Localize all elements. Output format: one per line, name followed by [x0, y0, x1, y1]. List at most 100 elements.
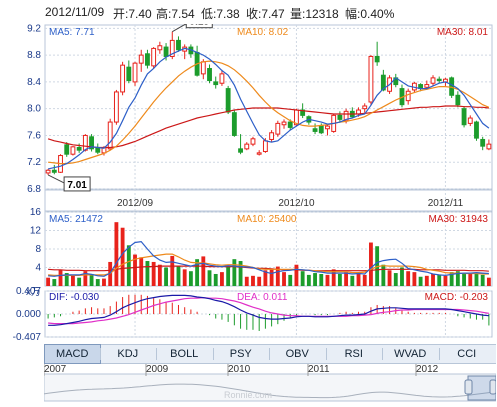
volume-bar [201, 256, 206, 286]
volume-bar [102, 278, 106, 286]
tab-cci[interactable]: CCI [457, 348, 477, 360]
volume-bar [282, 272, 286, 286]
volume-bar [480, 274, 485, 286]
candle [145, 53, 150, 66]
tab-rsi[interactable]: RSI [344, 348, 363, 360]
volume-bar [164, 267, 168, 286]
candle [89, 136, 94, 150]
panel-frame [44, 24, 493, 190]
candle [82, 134, 88, 151]
volume-bar [356, 273, 361, 286]
low-pointer [47, 174, 65, 184]
legend-price-ma10: MA10: 8.02 [237, 27, 289, 38]
macd-tick-label: 0.407 [16, 286, 41, 297]
nav-year-2010: 2010 [228, 364, 251, 375]
tab-wvad[interactable]: WVAD [394, 348, 427, 360]
tab-psy[interactable]: PSY [229, 348, 252, 360]
navigator-handle-left[interactable] [464, 379, 473, 395]
candle [138, 54, 144, 64]
volume-bar [288, 274, 293, 286]
candle [374, 55, 380, 63]
candle [76, 146, 82, 151]
panel-frame [44, 189, 493, 212]
header-low: 低:7.38 [201, 7, 240, 21]
volume-ma30-line [48, 265, 489, 272]
candle [244, 143, 250, 150]
stock-chart: 9.2 8.8 8.4 8.0 7.6 7.2 6.8 2012/09 2012/10 2012/… [13, 24, 493, 343]
tab-boll[interactable]: BOLL [170, 348, 199, 360]
candle [120, 64, 126, 93]
navigator-watermark: Ronnie.com [224, 390, 272, 400]
time-navigator[interactable]: Ronnie.com 2007 2009 2010 2011 2012 [43, 364, 497, 402]
candle [486, 143, 492, 150]
candle [219, 73, 225, 84]
legend-macd-dea: DEA: 0.011 [237, 292, 288, 303]
legend-volume-ma30: MA30: 31943 [429, 214, 489, 225]
candle [424, 84, 430, 88]
candle [107, 121, 113, 150]
volume-bar [170, 255, 175, 286]
volume-bar [313, 273, 317, 286]
volume-bar [188, 271, 193, 286]
navigator-track [43, 373, 497, 402]
tab-macd[interactable]: MACD [44, 344, 101, 364]
volume-tick-label: 4 [35, 263, 41, 274]
tab-separator [325, 348, 327, 360]
volume-bar [344, 272, 349, 286]
legend-macd-dif: DIF: -0.030 [49, 292, 99, 303]
candle [213, 81, 219, 86]
volume-bar [207, 270, 212, 286]
nav-year-2009: 2009 [146, 364, 169, 375]
nav-year-2007: 2007 [44, 364, 67, 375]
volume-bar [400, 267, 404, 286]
volume-bar [486, 277, 491, 286]
tab-obv[interactable]: OBV [285, 348, 309, 360]
price-tick-label: 8.4 [27, 77, 41, 88]
candle [200, 61, 206, 75]
price-ma5-line [47, 47, 490, 170]
header-high: 高:7.54 [156, 7, 195, 21]
volume-bar [145, 261, 150, 286]
candle [467, 117, 473, 124]
volume-bar [83, 271, 88, 286]
candle [225, 88, 231, 113]
volume-bar [362, 274, 367, 286]
candle [480, 138, 486, 147]
price-ma10-line [48, 60, 490, 165]
volume-bar [369, 242, 373, 286]
high-pointer [172, 24, 187, 33]
candle [163, 46, 169, 57]
volume-bar [89, 273, 94, 286]
volume-tick-label: 8 [35, 244, 41, 255]
candle [368, 55, 374, 103]
volume-bar [126, 245, 131, 286]
tab-separator [269, 348, 270, 360]
volume-bar [474, 273, 479, 286]
candle [231, 112, 237, 136]
volume-bar [257, 276, 262, 286]
candle [207, 68, 212, 82]
volume-unit-label: x万 [26, 287, 41, 298]
volume-bar [133, 254, 137, 286]
volume-bar [95, 279, 100, 286]
candle [281, 121, 287, 126]
volume-bar [232, 259, 237, 286]
volume-bar [455, 271, 460, 286]
header-date: 2012/11/09 [45, 5, 105, 19]
candle [113, 91, 119, 123]
candle [45, 169, 51, 174]
price-tick-label: 8.0 [27, 104, 41, 115]
navigator-handle-right[interactable] [489, 379, 497, 395]
tab-kdj[interactable]: KDJ [117, 348, 139, 360]
volume-bar [251, 275, 255, 286]
volume-bar [381, 264, 386, 286]
volume-bar [46, 277, 51, 286]
volume-bar [300, 271, 305, 286]
navigator-overview[interactable]: Ronnie.com [43, 364, 497, 402]
macd-tick-label: 0.000 [16, 309, 41, 320]
header-change: 幅:0.40% [345, 7, 395, 21]
quote-header: 2012/11/09 开:7.40 高:7.54 低:7.38 收:7.47 量… [0, 0, 497, 24]
volume-ma5-line [48, 240, 489, 277]
volume-bar [449, 272, 454, 286]
price-tick-label: 9.2 [27, 24, 41, 34]
